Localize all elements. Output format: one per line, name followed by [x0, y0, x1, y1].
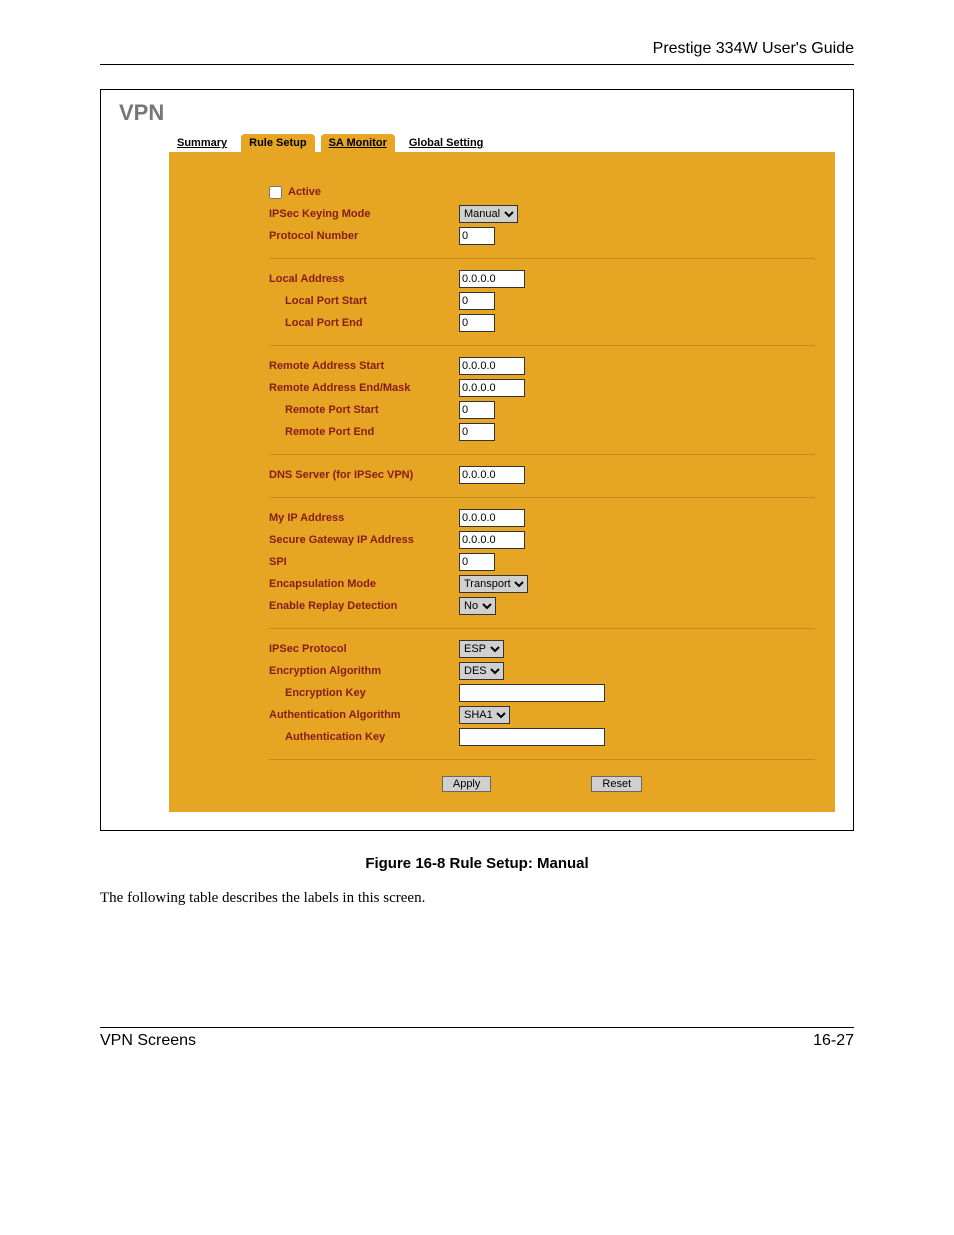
tab-rule-setup[interactable]: Rule Setup: [241, 134, 314, 152]
reset-button[interactable]: Reset: [591, 776, 642, 792]
replay-label: Enable Replay Detection: [269, 600, 459, 612]
tab-summary[interactable]: Summary: [169, 134, 235, 152]
local-address-input[interactable]: [459, 270, 525, 288]
form-panel: Active IPSec Keying Mode Manual Protocol…: [169, 152, 835, 812]
tab-bar: Summary Rule Setup SA Monitor Global Set…: [169, 134, 835, 152]
group-local: Local Address Local Port Start Local Por…: [269, 259, 815, 346]
vpn-title: VPN: [119, 100, 835, 126]
figure-screenshot: VPN Summary Rule Setup SA Monitor Global…: [100, 89, 854, 831]
enc-key-input[interactable]: [459, 684, 605, 702]
group-general: Active IPSec Keying Mode Manual Protocol…: [269, 172, 815, 259]
ipsec-keying-mode-label: IPSec Keying Mode: [269, 208, 459, 220]
auth-alg-label: Authentication Algorithm: [269, 709, 459, 721]
remote-address-start-input[interactable]: [459, 357, 525, 375]
secure-gw-label: Secure Gateway IP Address: [269, 534, 459, 546]
local-port-end-input[interactable]: [459, 314, 495, 332]
group-crypto: IPSec Protocol ESP Encryption Algorithm …: [269, 629, 815, 760]
apply-button[interactable]: Apply: [442, 776, 492, 792]
ipsec-protocol-label: IPSec Protocol: [269, 643, 459, 655]
replay-select[interactable]: No: [459, 597, 496, 615]
button-row: Apply Reset: [269, 760, 815, 792]
ipsec-keying-mode-select[interactable]: Manual: [459, 205, 518, 223]
group-dns: DNS Server (for IPSec VPN): [269, 455, 815, 498]
auth-alg-select[interactable]: SHA1: [459, 706, 510, 724]
remote-address-end-input[interactable]: [459, 379, 525, 397]
footer-left: VPN Screens: [100, 1032, 196, 1050]
remote-port-start-input[interactable]: [459, 401, 495, 419]
tab-global-setting[interactable]: Global Setting: [401, 134, 492, 152]
spi-label: SPI: [269, 556, 459, 568]
protocol-number-label: Protocol Number: [269, 230, 459, 242]
group-remote: Remote Address Start Remote Address End/…: [269, 346, 815, 455]
spi-input[interactable]: [459, 553, 495, 571]
page-footer: VPN Screens 16-27: [100, 1027, 854, 1050]
auth-key-label: Authentication Key: [269, 731, 459, 743]
body-text: The following table describes the labels…: [100, 890, 854, 907]
dns-server-label: DNS Server (for IPSec VPN): [269, 469, 459, 481]
local-port-start-label: Local Port Start: [269, 295, 459, 307]
active-label: Active: [288, 186, 321, 198]
my-ip-label: My IP Address: [269, 512, 459, 524]
protocol-number-input[interactable]: [459, 227, 495, 245]
ipsec-protocol-select[interactable]: ESP: [459, 640, 504, 658]
remote-address-end-label: Remote Address End/Mask: [269, 382, 459, 394]
secure-gw-input[interactable]: [459, 531, 525, 549]
group-gateway: My IP Address Secure Gateway IP Address …: [269, 498, 815, 629]
encap-mode-select[interactable]: Transport: [459, 575, 528, 593]
active-checkbox[interactable]: [269, 186, 282, 199]
remote-port-end-input[interactable]: [459, 423, 495, 441]
page-header: Prestige 334W User's Guide: [100, 40, 854, 65]
enc-key-label: Encryption Key: [269, 687, 459, 699]
local-port-start-input[interactable]: [459, 292, 495, 310]
tab-sa-monitor[interactable]: SA Monitor: [321, 134, 395, 152]
remote-port-end-label: Remote Port End: [269, 426, 459, 438]
remote-address-start-label: Remote Address Start: [269, 360, 459, 372]
auth-key-input[interactable]: [459, 728, 605, 746]
footer-right: 16-27: [813, 1032, 854, 1050]
local-port-end-label: Local Port End: [269, 317, 459, 329]
figure-caption: Figure 16-8 Rule Setup: Manual: [100, 855, 854, 872]
enc-alg-select[interactable]: DES: [459, 662, 504, 680]
my-ip-input[interactable]: [459, 509, 525, 527]
enc-alg-label: Encryption Algorithm: [269, 665, 459, 677]
encap-mode-label: Encapsulation Mode: [269, 578, 459, 590]
dns-server-input[interactable]: [459, 466, 525, 484]
remote-port-start-label: Remote Port Start: [269, 404, 459, 416]
local-address-label: Local Address: [269, 273, 459, 285]
